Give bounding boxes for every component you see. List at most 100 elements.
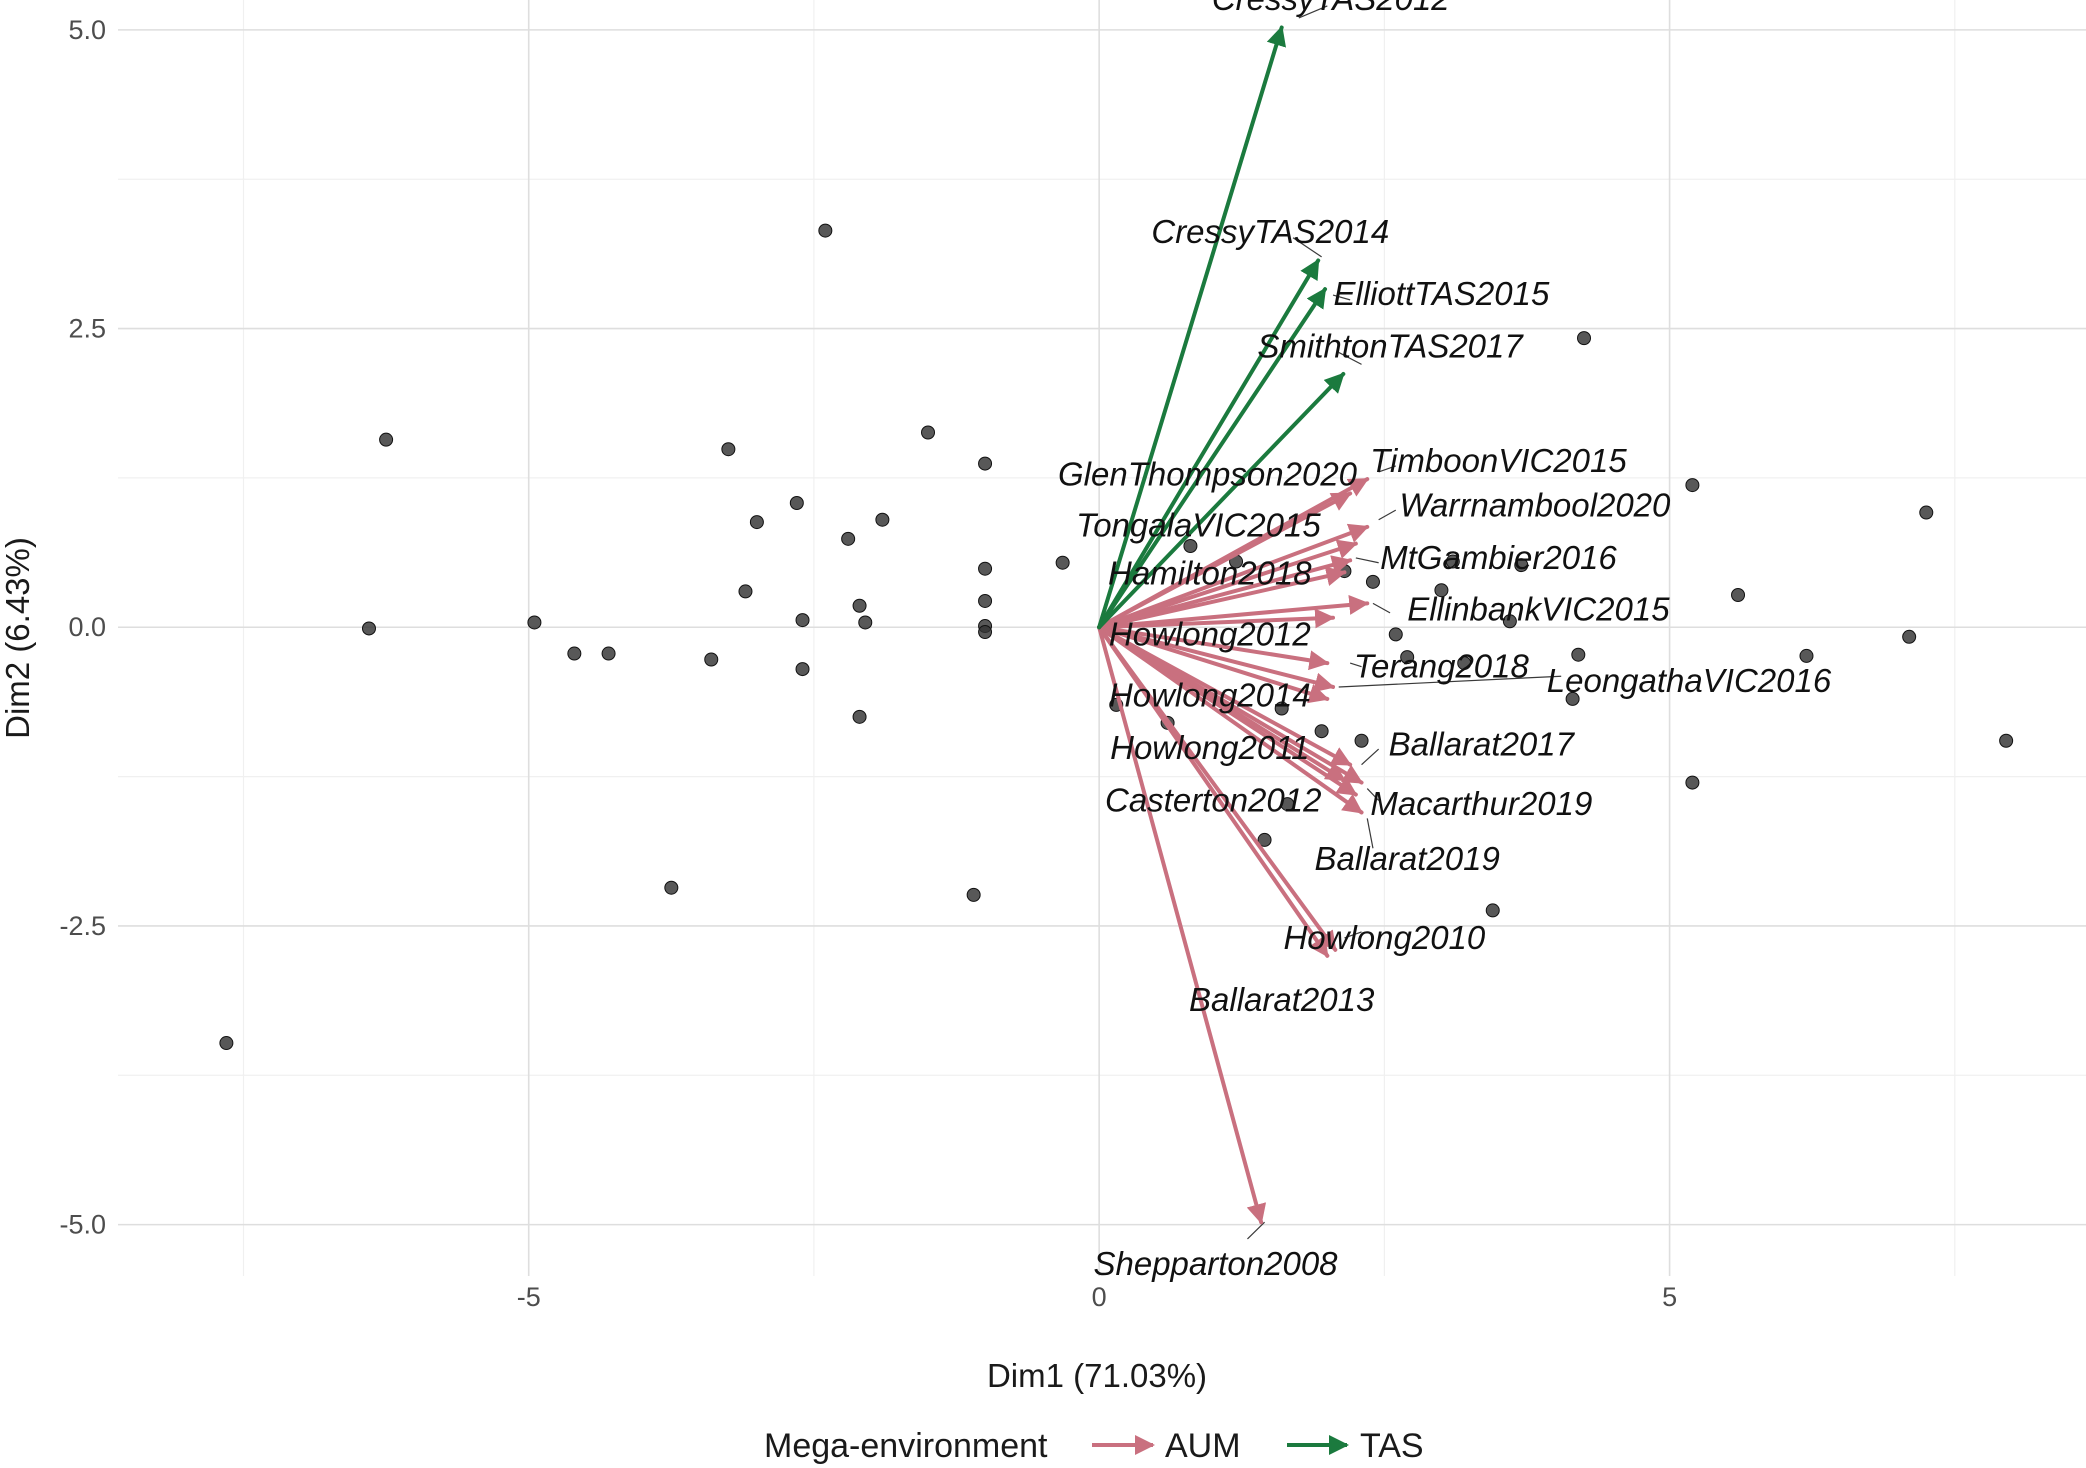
label-mtgambier2016: MtGambier2016: [1380, 539, 1617, 576]
genotype-point: [1274, 701, 1289, 716]
genotype-point: [921, 425, 936, 440]
genotype-point: [1902, 629, 1917, 644]
label-glenthompson2020: GlenThompson2020: [1058, 455, 1358, 492]
label-ballarat2019: Ballarat2019: [1315, 840, 1500, 877]
genotype-point: [1314, 724, 1329, 739]
y-tick-label: -5.0: [59, 1210, 106, 1240]
y-tick-label: -2.5: [59, 911, 106, 941]
genotype-point: [219, 1036, 234, 1051]
label-cressytas2012: CressyTAS2012: [1212, 0, 1450, 17]
vector-ballarat2019: [1097, 625, 1364, 815]
legend-title: Mega-environment: [764, 1427, 1048, 1465]
label-hamilton2018: Hamilton2018: [1108, 554, 1312, 591]
label-howlong2014: Howlong2014: [1109, 676, 1311, 713]
y-tick-label: 5.0: [68, 15, 106, 45]
vector-ellinbankvic2015: [1097, 594, 1370, 630]
vector-glenthompson2020: [1097, 491, 1353, 630]
label-leader-line: [1378, 465, 1396, 473]
genotype-point: [789, 495, 804, 510]
genotype-point: [1354, 733, 1369, 748]
vector-macarthur2019: [1097, 625, 1364, 785]
genotype-point: [1919, 505, 1934, 520]
genotype-point: [1434, 583, 1449, 598]
genotype-point: [704, 652, 719, 667]
genotype-point: [1731, 587, 1746, 602]
environment-labels: CressyTAS2012 CressyTAS2014 ElliottTAS2015…: [1058, 0, 1832, 1282]
vector-ballarat2013: [1097, 625, 1330, 958]
genotype-point: [1365, 574, 1380, 589]
genotype-point: [1577, 331, 1592, 346]
label-leader-line: [1378, 509, 1397, 521]
genotype-point: [1445, 554, 1460, 569]
x-tick-labels: -5 0 5: [517, 1282, 1677, 1312]
label-ballarat2013: Ballarat2013: [1189, 981, 1375, 1018]
label-leongathavic2016: LeongathaVIC2016: [1547, 662, 1832, 699]
genotype-point: [567, 646, 582, 661]
label-ellinbankvic2015: EllinbankVIC2015: [1407, 590, 1670, 627]
genotype-point: [1999, 733, 2014, 748]
label-leader-line: [1338, 351, 1362, 365]
genotype-point: [1280, 797, 1295, 812]
vector-cressytas2012: [1097, 25, 1287, 630]
genotype-point: [966, 887, 981, 902]
genotype-point: [361, 621, 376, 636]
label-leader-line: [1366, 818, 1374, 849]
label-leader-line: [1361, 748, 1380, 766]
x-axis-title: Dim1 (71.03%): [987, 1357, 1207, 1394]
vector-hamilton2018: [1097, 566, 1347, 630]
genotype-point: [1400, 650, 1415, 665]
genotype-point: [664, 880, 679, 895]
label-leader-line: [1338, 675, 1562, 688]
genotype-point: [1799, 648, 1814, 663]
genotype-point: [978, 625, 993, 640]
label-leader-line: [1344, 931, 1362, 939]
genotype-point: [841, 531, 856, 546]
vector-elliotttas2015: [1097, 287, 1328, 630]
genotype-point: [1685, 478, 1700, 493]
vector-tongalavic2015: [1097, 539, 1358, 630]
genotype-point: [852, 709, 867, 724]
legend: Mega-environment AUM TAS: [764, 1427, 1424, 1465]
label-shepparton2008: Shepparton2008: [1093, 1245, 1338, 1282]
label-warrnambool2020: Warrnambool2020: [1400, 486, 1672, 523]
genotype-point: [978, 561, 993, 576]
y-tick-label: 2.5: [68, 314, 106, 344]
label-ballarat2017: Ballarat2017: [1389, 725, 1576, 762]
genotype-point: [738, 584, 753, 599]
genotype-point: [795, 613, 810, 628]
vector-shepparton2008: [1097, 625, 1267, 1225]
label-howlong2012: Howlong2012: [1109, 615, 1311, 652]
genotype-point: [601, 646, 616, 661]
label-cressytas2014: CressyTAS2014: [1151, 213, 1389, 250]
genotype-point: [527, 615, 542, 630]
genotype-point: [1502, 614, 1517, 629]
genotype-point: [1514, 558, 1529, 573]
genotype-point: [721, 442, 736, 457]
vector-leongathavic2016: [1097, 625, 1336, 693]
genotype-point: [858, 615, 873, 630]
legend-aum-label: AUM: [1165, 1427, 1241, 1465]
y-tick-labels: -5.0 -2.5 0.0 2.5 5.0: [59, 15, 106, 1240]
vector-warrnambool2020: [1097, 523, 1370, 630]
label-leader-line: [1366, 788, 1380, 801]
label-smithtontas2017: SmithtonTAS2017: [1257, 327, 1524, 364]
genotype-point: [1183, 539, 1198, 554]
x-tick-label: -5: [517, 1282, 541, 1312]
label-howlong2011: Howlong2011: [1110, 729, 1309, 766]
vector-terang2018: [1097, 625, 1330, 671]
label-leader-line: [1372, 602, 1391, 614]
label-terang2018: Terang2018: [1354, 648, 1530, 685]
label-elliotttas2015: ElliottTAS2015: [1333, 275, 1549, 312]
label-leader-line: [1292, 237, 1322, 258]
genotype-point: [1571, 647, 1586, 662]
label-leader-line: [1332, 294, 1351, 301]
label-leader-line: [1298, 5, 1328, 19]
genotype-point: [978, 456, 993, 471]
label-leader-line: [1355, 557, 1379, 564]
genotype-point: [379, 432, 394, 447]
label-leader-line: [1247, 1221, 1265, 1240]
x-tick-label: 0: [1092, 1282, 1107, 1312]
genotype-point: [749, 515, 764, 530]
genotype-point: [875, 512, 890, 527]
